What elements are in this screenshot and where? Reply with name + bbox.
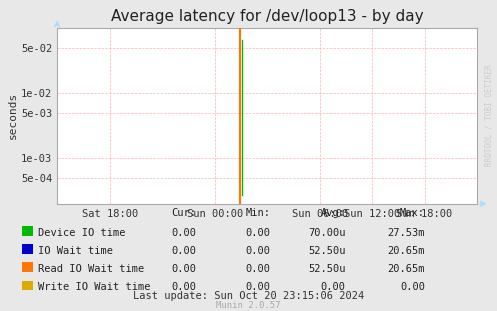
Text: 0.00: 0.00 <box>171 282 196 292</box>
Text: 0.00: 0.00 <box>246 282 271 292</box>
Text: 27.53m: 27.53m <box>388 228 425 238</box>
Text: Munin 2.0.57: Munin 2.0.57 <box>216 301 281 310</box>
Text: 0.00: 0.00 <box>246 246 271 256</box>
Text: 0.00: 0.00 <box>171 228 196 238</box>
Text: Max:: Max: <box>400 208 425 218</box>
Text: 0.00: 0.00 <box>400 282 425 292</box>
Text: 20.65m: 20.65m <box>388 246 425 256</box>
Text: IO Wait time: IO Wait time <box>38 246 113 256</box>
Text: Device IO time: Device IO time <box>38 228 125 238</box>
Text: Avg:: Avg: <box>321 208 345 218</box>
Y-axis label: seconds: seconds <box>8 92 18 139</box>
Text: 0.00: 0.00 <box>171 264 196 274</box>
Text: Write IO Wait time: Write IO Wait time <box>38 282 150 292</box>
Text: 0.00: 0.00 <box>321 282 345 292</box>
Text: Last update: Sun Oct 20 23:15:06 2024: Last update: Sun Oct 20 23:15:06 2024 <box>133 290 364 300</box>
Text: 52.50u: 52.50u <box>308 246 345 256</box>
Text: 0.00: 0.00 <box>246 264 271 274</box>
Text: 70.00u: 70.00u <box>308 228 345 238</box>
Text: 20.65m: 20.65m <box>388 264 425 274</box>
Text: Read IO Wait time: Read IO Wait time <box>38 264 144 274</box>
Text: 0.00: 0.00 <box>171 246 196 256</box>
Text: 0.00: 0.00 <box>246 228 271 238</box>
Text: RRDTOOL / TOBI OETIKER: RRDTOOL / TOBI OETIKER <box>485 64 494 166</box>
Text: Min:: Min: <box>246 208 271 218</box>
Text: 52.50u: 52.50u <box>308 264 345 274</box>
Title: Average latency for /dev/loop13 - by day: Average latency for /dev/loop13 - by day <box>111 9 423 24</box>
Text: Cur:: Cur: <box>171 208 196 218</box>
